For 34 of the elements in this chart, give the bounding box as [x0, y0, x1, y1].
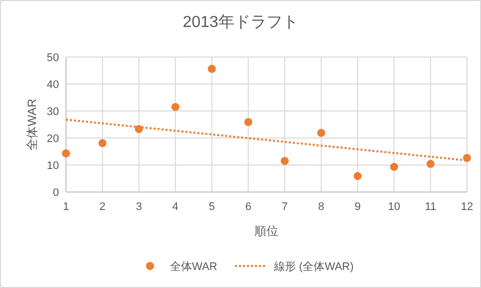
- x-tick-label: 5: [208, 201, 215, 213]
- x-tick-label: 6: [245, 201, 252, 213]
- y-tick-label: 10: [46, 160, 59, 172]
- point: [244, 118, 252, 126]
- point: [426, 160, 435, 168]
- y-tick-label: 30: [46, 106, 59, 118]
- x-tick-label: 8: [318, 201, 324, 213]
- y-tick-label: 0: [52, 187, 59, 199]
- y-tick-label: 50: [46, 52, 59, 64]
- x-tick-label: 10: [388, 201, 400, 213]
- x-tick-label: 1: [62, 201, 70, 213]
- x-tick-label: 11: [424, 201, 436, 213]
- point: [208, 64, 216, 73]
- x-tick-label: 9: [354, 201, 361, 213]
- y-tick-label: 40: [46, 79, 59, 91]
- x-tick-label: 4: [172, 201, 178, 213]
- x-tick-label: 12: [460, 201, 474, 213]
- point: [171, 102, 180, 111]
- point: [317, 128, 326, 137]
- point: [62, 149, 70, 158]
- legend-label: 線形 (全体WAR): [273, 261, 354, 273]
- x-axis-title: 順位: [254, 224, 278, 238]
- legend-label: 全体WAR: [170, 261, 218, 273]
- y-axis-title: 全体WAR: [25, 98, 39, 150]
- chart-title: 2013年ドラフト: [182, 14, 298, 31]
- point: [354, 172, 362, 180]
- point: [390, 162, 398, 171]
- x-tick-label: 3: [136, 201, 142, 213]
- point: [280, 156, 289, 165]
- x-tick-label: 2: [99, 201, 106, 213]
- point: [98, 139, 106, 148]
- y-tick-label: 20: [46, 133, 59, 145]
- x-tick-label: 7: [282, 201, 288, 213]
- point: [463, 154, 471, 162]
